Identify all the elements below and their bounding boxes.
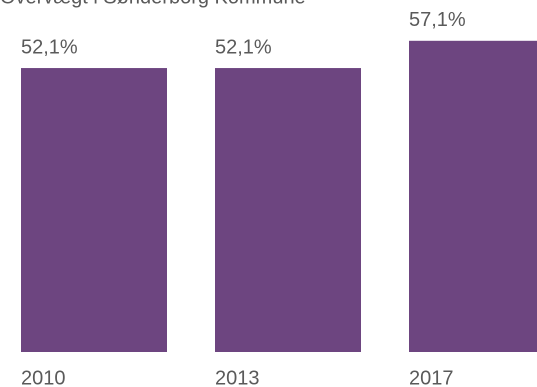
- value-label: 52,1%: [215, 36, 272, 58]
- x-tick-label: 2013: [215, 367, 260, 387]
- x-tick-label: 2010: [21, 367, 66, 387]
- bar: [409, 40, 537, 353]
- x-tick-label: 2017: [409, 367, 454, 387]
- chart-title: Overvægt i Sønderborg Kommune: [0, 0, 306, 8]
- bar: [215, 68, 361, 353]
- value-label: 52,1%: [21, 36, 78, 58]
- value-label: 57,1%: [409, 9, 466, 31]
- bar: [21, 68, 167, 353]
